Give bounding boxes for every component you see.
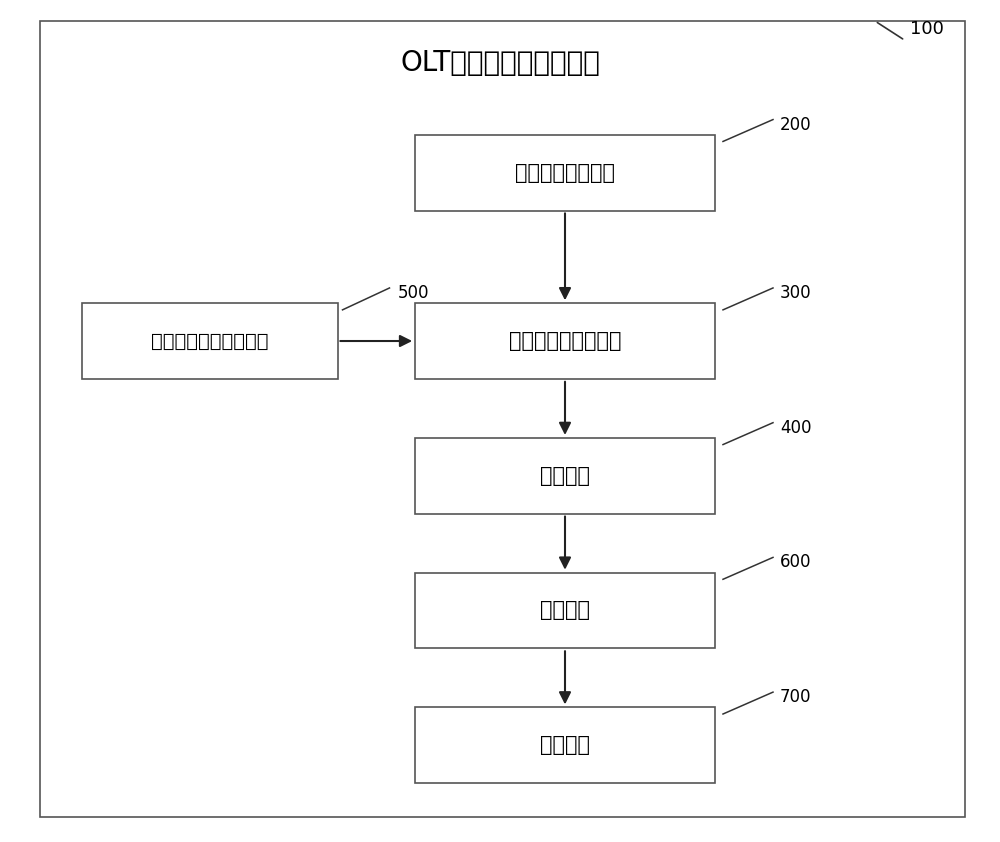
Text: 100: 100 bbox=[910, 20, 944, 39]
Text: 500: 500 bbox=[398, 284, 429, 302]
Bar bbox=[415, 573, 715, 648]
Text: OLT系统屏蔽告警的装置: OLT系统屏蔽告警的装置 bbox=[400, 49, 600, 77]
Text: 600: 600 bbox=[780, 553, 812, 572]
Bar bbox=[415, 707, 715, 783]
Text: 告警信息接收模块: 告警信息接收模块 bbox=[515, 163, 615, 183]
Text: 700: 700 bbox=[780, 688, 812, 706]
Bar bbox=[82, 303, 338, 379]
Text: 400: 400 bbox=[780, 418, 812, 437]
Text: 控制模块: 控制模块 bbox=[540, 735, 590, 755]
Bar bbox=[415, 135, 715, 210]
Text: 200: 200 bbox=[780, 115, 812, 134]
Bar bbox=[415, 303, 715, 379]
Bar bbox=[415, 438, 715, 514]
Text: 300: 300 bbox=[780, 284, 812, 302]
Text: 比较模块: 比较模块 bbox=[540, 600, 590, 621]
Text: 告警屏蔽条目提取模块: 告警屏蔽条目提取模块 bbox=[151, 332, 269, 350]
Text: 告警源提取转化模块: 告警源提取转化模块 bbox=[509, 331, 621, 351]
Text: 计算模块: 计算模块 bbox=[540, 466, 590, 486]
